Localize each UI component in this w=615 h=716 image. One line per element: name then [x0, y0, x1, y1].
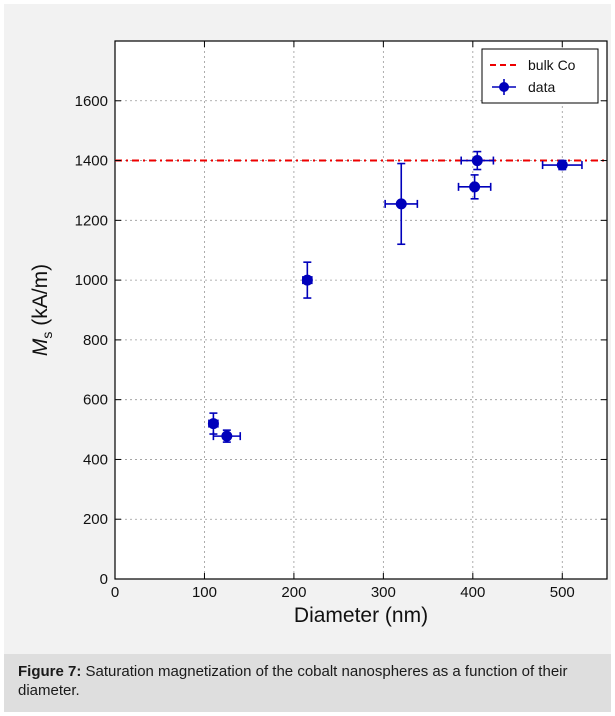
data-marker — [301, 274, 313, 286]
y-tick-label: 0 — [100, 571, 108, 588]
figure-panel: 0 100 200 300 400 500 0 200 400 600 800 1000 1200 140… — [4, 4, 611, 712]
y-tick-label: 1400 — [75, 153, 108, 170]
y-axis-title-symbol: M — [29, 338, 52, 356]
legend-ref-label: bulk Co — [528, 57, 576, 73]
figure-caption: Figure 7: Saturation magnetization of th… — [4, 654, 611, 712]
y-axis-title-unit: (kA/m) — [29, 264, 52, 332]
caption-text: Saturation magnetization of the cobalt n… — [18, 663, 568, 699]
y-tick-label: 1600 — [75, 93, 108, 110]
x-tick-label: 0 — [111, 584, 119, 601]
tick-layer: 0 100 200 300 400 500 0 200 400 600 800 1000 1200 140… — [75, 41, 607, 601]
legend-data-label: data — [528, 79, 555, 95]
y-tick-label: 200 — [83, 511, 108, 528]
x-tick-label: 500 — [550, 584, 575, 601]
legend: bulk Co data — [481, 48, 599, 104]
legend-data-swatch — [492, 79, 516, 95]
data-point — [301, 261, 313, 299]
y-tick-label: 600 — [83, 392, 108, 409]
x-tick-label: 200 — [281, 584, 306, 601]
x-tick-label: 100 — [192, 584, 217, 601]
data-marker — [395, 198, 407, 210]
data-marker — [469, 181, 481, 193]
data-point — [212, 429, 242, 443]
data-point-layer — [207, 150, 583, 443]
data-marker — [556, 159, 568, 171]
data-marker — [207, 418, 219, 430]
data-point — [457, 174, 492, 200]
data-marker — [221, 430, 233, 442]
legend-swatch-marker — [499, 82, 509, 92]
y-axis-title-subscript: s — [39, 332, 55, 339]
chart-area: 0 100 200 300 400 500 0 200 400 600 800 1000 1200 140… — [4, 4, 611, 654]
legend-box — [481, 48, 599, 104]
x-axis-title: Diameter (nm) — [294, 604, 428, 627]
data-point — [384, 162, 419, 246]
y-tick-label: 400 — [83, 451, 108, 468]
y-axis-title: Ms (kA/m) — [29, 264, 55, 356]
y-tick-label: 1000 — [75, 272, 108, 289]
y-tick-label: 1200 — [75, 212, 108, 229]
y-tick-label: 800 — [83, 332, 108, 349]
data-point — [460, 150, 495, 171]
data-marker — [471, 155, 483, 167]
data-point — [541, 159, 583, 171]
x-tick-label: 400 — [460, 584, 485, 601]
caption-label: Figure 7: — [18, 663, 82, 680]
x-tick-label: 300 — [371, 584, 396, 601]
grid-layer — [115, 41, 607, 579]
scatter-chart: 0 100 200 300 400 500 0 200 400 600 800 1000 1200 140… — [29, 40, 608, 627]
plot-frame — [114, 40, 608, 580]
